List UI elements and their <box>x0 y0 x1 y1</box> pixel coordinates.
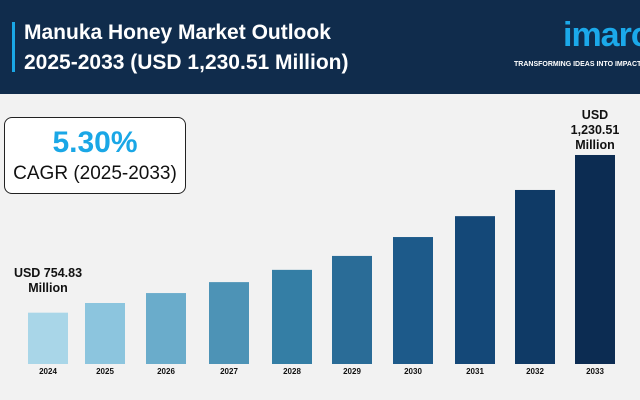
title-line-2: 2025-2033 (USD 1,230.51 Million) <box>24 51 349 74</box>
bar-2027 <box>209 282 249 364</box>
imarc-logo: imarc <box>563 16 640 54</box>
start-value-label: USD 754.83 Million <box>6 266 90 296</box>
end-label-line-3: Million <box>575 138 615 152</box>
start-label-line-2: Million <box>28 281 68 295</box>
x-tick-label: 2032 <box>526 367 544 376</box>
cagr-value: 5.30% <box>52 126 138 159</box>
end-label-line-2: 1,230.51 <box>570 123 620 137</box>
bar-2024 <box>28 312 68 364</box>
x-tick-label: 2027 <box>220 367 238 376</box>
x-tick-label: 2024 <box>39 367 57 376</box>
accent-bar <box>12 22 15 72</box>
bar-2029 <box>332 255 372 364</box>
chart-title: Manuka Honey Market Outlook 2025-2033 (U… <box>24 18 349 78</box>
cagr-box: 5.30% CAGR (2025-2033) <box>4 117 186 194</box>
bar-2031 <box>455 216 495 364</box>
start-label-line-1: USD 754.83 <box>13 266 83 280</box>
x-tick-label: 2031 <box>466 367 484 376</box>
end-value-label: USD 1,230.51 Million <box>560 108 630 153</box>
bar-2030 <box>393 237 433 364</box>
cagr-label: CAGR (2025-2033) <box>13 163 177 184</box>
x-tick-label: 2030 <box>404 367 422 376</box>
x-tick-label: 2026 <box>157 367 175 376</box>
x-tick-label: 2025 <box>96 367 114 376</box>
bar-2025 <box>85 303 125 364</box>
logo-tagline: TRANSFORMING IDEAS INTO IMPACT <box>514 61 640 68</box>
title-line-1: Manuka Honey Market Outlook <box>24 21 331 44</box>
bar-2026 <box>146 293 186 364</box>
bar-2028 <box>272 269 312 364</box>
x-tick-label: 2033 <box>586 367 604 376</box>
end-label-line-1: USD <box>581 108 609 122</box>
header-banner: Manuka Honey Market Outlook 2025-2033 (U… <box>0 0 640 94</box>
x-tick-label: 2029 <box>343 367 361 376</box>
bar-2032 <box>515 189 555 364</box>
x-tick-label: 2028 <box>283 367 301 376</box>
bar-2033 <box>575 154 615 364</box>
